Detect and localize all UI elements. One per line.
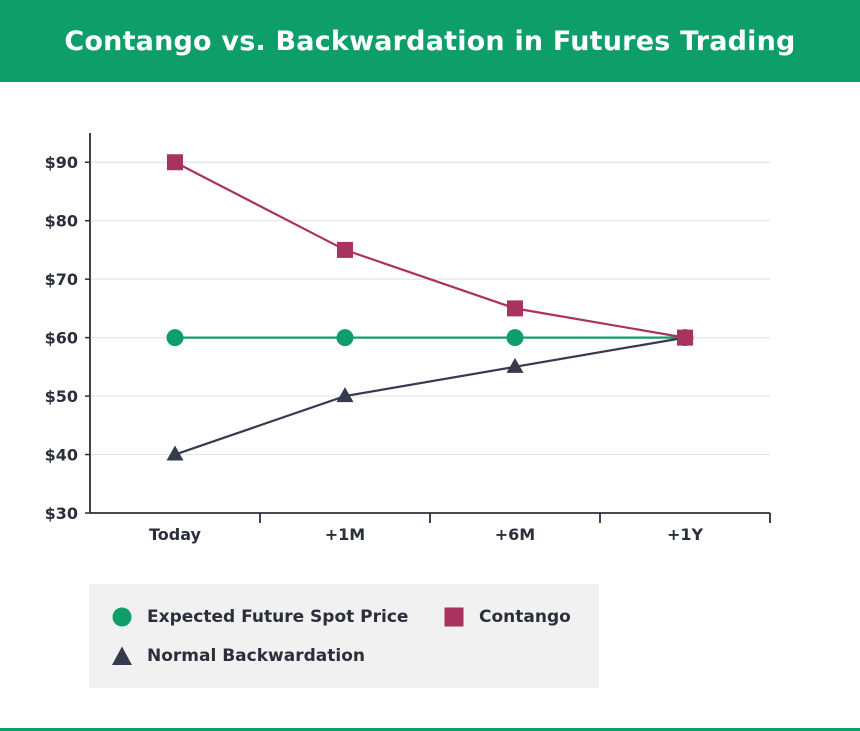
bottom-rule bbox=[0, 728, 860, 731]
legend-label-spot: Expected Future Spot Price bbox=[147, 607, 409, 627]
gridlines bbox=[90, 161, 770, 456]
y-tick-label: $90 bbox=[45, 153, 78, 172]
square-marker-icon bbox=[444, 607, 464, 627]
header-banner: Contango vs. Backwardation in Futures Tr… bbox=[0, 0, 860, 82]
data-point-circle bbox=[506, 329, 524, 347]
x-axis-ticks: Today +1M +6M +1Y bbox=[149, 525, 703, 544]
x-tick-label: +6M bbox=[495, 525, 535, 544]
y-axis-ticks: $30 $40 $50 $60 $70 $80 $90 bbox=[45, 153, 78, 523]
y-tick-label: $40 bbox=[45, 446, 78, 465]
axes bbox=[85, 133, 771, 523]
legend-item-contango: Contango bbox=[443, 606, 571, 628]
series-line-square bbox=[174, 161, 686, 339]
legend-label-backwardation: Normal Backwardation bbox=[147, 646, 365, 666]
data-point-square bbox=[167, 154, 183, 171]
x-tick-label: +1Y bbox=[667, 525, 704, 544]
data-point-square bbox=[677, 329, 693, 346]
legend-item-spot: Expected Future Spot Price bbox=[111, 606, 408, 628]
data-point-triangle bbox=[166, 445, 184, 461]
data-point-square bbox=[337, 241, 353, 258]
data-point-circle bbox=[166, 329, 184, 347]
data-point-circle bbox=[336, 329, 354, 347]
chart-title: Contango vs. Backwardation in Futures Tr… bbox=[64, 25, 796, 57]
series-group bbox=[166, 154, 694, 461]
y-tick-label: $50 bbox=[45, 387, 78, 406]
y-tick-label: $80 bbox=[45, 212, 78, 231]
line-chart: $30 $40 $50 $60 $70 $80 $90 Today +1M +6M +1Y bbox=[45, 133, 771, 544]
y-tick-label: $30 bbox=[45, 504, 78, 523]
circle-marker-icon bbox=[112, 607, 132, 627]
x-tick-label: +1M bbox=[325, 525, 365, 544]
legend: Expected Future Spot Price Contango Norm… bbox=[89, 584, 599, 688]
x-tick-label: Today bbox=[149, 525, 202, 544]
data-point-triangle bbox=[506, 357, 524, 373]
legend-label-contango: Contango bbox=[479, 607, 571, 627]
y-tick-label: $60 bbox=[45, 329, 78, 348]
series-line-triangle bbox=[174, 336, 686, 456]
y-tick-label: $70 bbox=[45, 270, 78, 289]
data-point-triangle bbox=[336, 387, 354, 403]
legend-item-backwardation: Normal Backwardation bbox=[111, 645, 365, 667]
data-point-square bbox=[507, 300, 523, 317]
triangle-marker-icon bbox=[112, 646, 132, 665]
